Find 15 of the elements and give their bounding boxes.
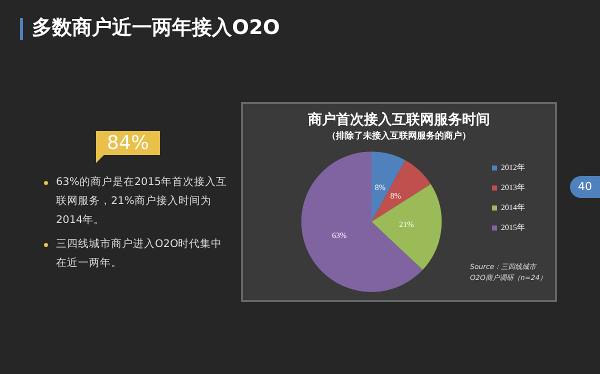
text: 63%的商户是在2015年首次接入互联网服务，21%商户接入时间为2014年。 <box>56 175 228 228</box>
data-label: 63% <box>332 230 347 240</box>
text: 三四线城市商户进入O2O时代集中在近一两年。 <box>56 237 224 271</box>
chart-subtitle: （排除了未接入互联网服务的商户） <box>327 130 471 142</box>
chart-title: 商户首次接入互联网服务时间 <box>307 111 490 128</box>
data-label: 8% <box>390 191 402 200</box>
text: 多数商户近一两年接入O2O <box>32 14 280 41</box>
legend-label: 2012年 <box>501 163 525 172</box>
data-label: 8% <box>374 182 386 192</box>
legend-label: 2015年 <box>501 223 525 232</box>
legend-label: 2013年 <box>501 183 525 192</box>
legend-label: 2014年 <box>501 203 525 212</box>
text: 40 <box>570 176 600 198</box>
text: 84% <box>96 131 160 155</box>
data-label: 21% <box>399 220 414 230</box>
